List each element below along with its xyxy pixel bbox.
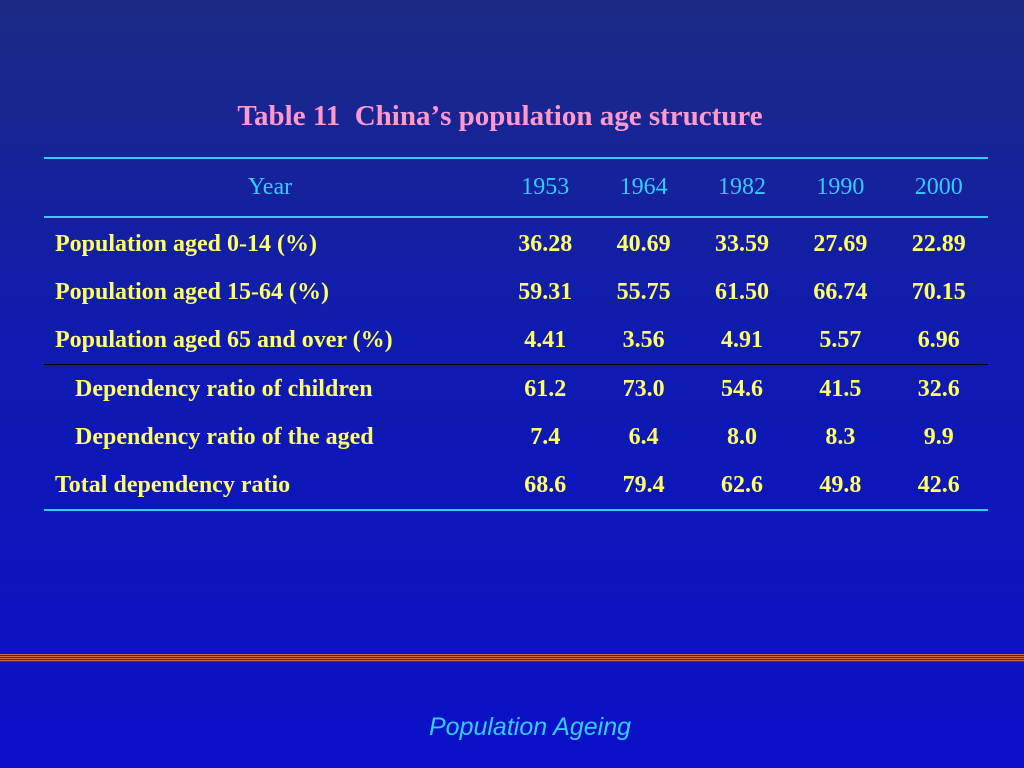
table-cell: 42.6 bbox=[917, 471, 960, 498]
table-cell: 36.28 bbox=[518, 230, 573, 257]
table-cell: 33.59 bbox=[714, 230, 769, 257]
table-cell: 32.6 bbox=[917, 375, 960, 402]
table-cell: 49.8 bbox=[819, 471, 862, 498]
year-column-header: 1964 bbox=[619, 174, 668, 200]
table-cell: 41.5 bbox=[819, 375, 862, 402]
table-cell: 22.89 bbox=[911, 230, 966, 257]
table-cell: 8.3 bbox=[825, 423, 856, 450]
table-cell: 6.96 bbox=[917, 326, 960, 353]
population-table: Year 1953 1964 1982 1990 2000 Population… bbox=[44, 157, 988, 511]
table-row: Dependency ratio of children 61.2 73.0 5… bbox=[44, 365, 988, 414]
year-column-header: 2000 bbox=[914, 174, 963, 200]
table-row: Population aged 0-14 (%) 36.28 40.69 33.… bbox=[44, 217, 988, 268]
table-cell: 68.6 bbox=[524, 471, 567, 498]
row-label: Dependency ratio of the aged bbox=[75, 423, 374, 450]
footer-divider bbox=[0, 654, 1024, 662]
year-header: Year bbox=[247, 174, 293, 200]
table-cell: 79.4 bbox=[622, 471, 665, 498]
table-row: Total dependency ratio 68.6 79.4 62.6 49… bbox=[44, 461, 988, 510]
table-cell: 9.9 bbox=[923, 423, 954, 450]
table-cell: 8.0 bbox=[726, 423, 757, 450]
row-label: Dependency ratio of children bbox=[75, 375, 373, 402]
table-cell: 7.4 bbox=[530, 423, 561, 450]
row-label: Population aged 15-64 (%) bbox=[55, 278, 330, 305]
table-cell: 70.15 bbox=[911, 278, 966, 305]
slide-title: Table 11 Chinaʼs population age structur… bbox=[237, 100, 763, 132]
table-cell: 61.50 bbox=[714, 278, 769, 305]
table-cell: 54.6 bbox=[720, 375, 763, 402]
table-cell: 5.57 bbox=[819, 326, 862, 353]
row-label: Total dependency ratio bbox=[55, 471, 291, 498]
year-column-header: 1982 bbox=[717, 174, 766, 200]
table-row: Population aged 65 and over (%) 4.41 3.5… bbox=[44, 316, 988, 365]
table-cell: 3.56 bbox=[622, 326, 665, 353]
table-cell: 66.74 bbox=[813, 278, 868, 305]
table-cell: 61.2 bbox=[524, 375, 567, 402]
table-header-row: Year 1953 1964 1982 1990 2000 bbox=[44, 158, 988, 217]
year-column-header: 1990 bbox=[816, 174, 865, 200]
table-cell: 73.0 bbox=[622, 375, 665, 402]
year-column-header: 1953 bbox=[521, 174, 570, 200]
table-cell: 55.75 bbox=[616, 278, 671, 305]
footer-title: Population Ageing bbox=[428, 713, 631, 741]
row-label: Population aged 65 and over (%) bbox=[55, 326, 393, 353]
table-row: Dependency ratio of the aged 7.4 6.4 8.0… bbox=[44, 413, 988, 461]
table-cell: 62.6 bbox=[720, 471, 763, 498]
table-cell: 40.69 bbox=[616, 230, 671, 257]
table-row: Population aged 15-64 (%) 59.31 55.75 61… bbox=[44, 268, 988, 316]
table-cell: 6.4 bbox=[628, 423, 659, 450]
table-cell: 4.41 bbox=[524, 326, 567, 353]
row-label: Population aged 0-14 (%) bbox=[55, 230, 318, 257]
table-cell: 27.69 bbox=[813, 230, 868, 257]
table-cell: 4.91 bbox=[720, 326, 763, 353]
table-cell: 59.31 bbox=[518, 278, 573, 305]
